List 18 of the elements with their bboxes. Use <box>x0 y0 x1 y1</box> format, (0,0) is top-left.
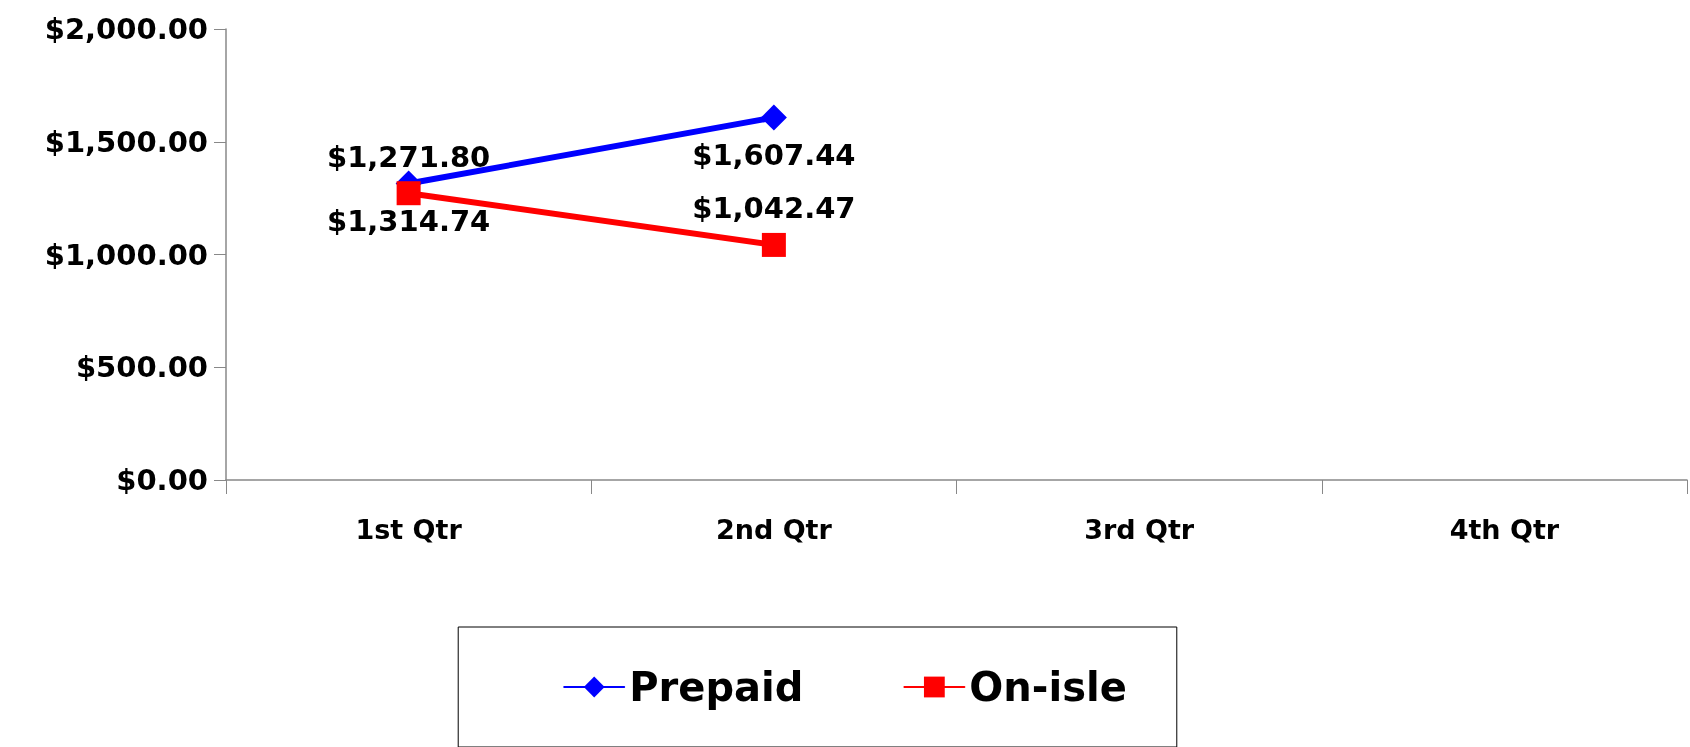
data-label: $1,314.74 <box>326 204 491 239</box>
point <box>396 181 421 206</box>
legend-label: On-isle <box>969 664 1127 710</box>
y-tick-label: $2,000.00 <box>44 12 208 46</box>
x-tick-label: 2nd Qtr <box>715 514 833 545</box>
x-tick-label: 4th Qtr <box>1449 514 1560 545</box>
data-label: $1,271.80 <box>326 139 491 174</box>
y-tick-label: $1,500.00 <box>44 124 208 159</box>
y-tick-label: $0.00 <box>116 463 208 497</box>
y-tick-label: $500.00 <box>75 350 208 385</box>
point <box>761 232 786 257</box>
data-label: $1,042.47 <box>692 191 856 226</box>
y-tick-label: $1,000.00 <box>44 237 208 272</box>
data-label: $1,607.44 <box>692 138 856 173</box>
point <box>760 104 787 131</box>
x-tick-label: 1st Qtr <box>355 514 463 545</box>
x-tick-label: 3rd Qtr <box>1084 514 1195 545</box>
legend-label: Prepaid <box>629 664 804 710</box>
